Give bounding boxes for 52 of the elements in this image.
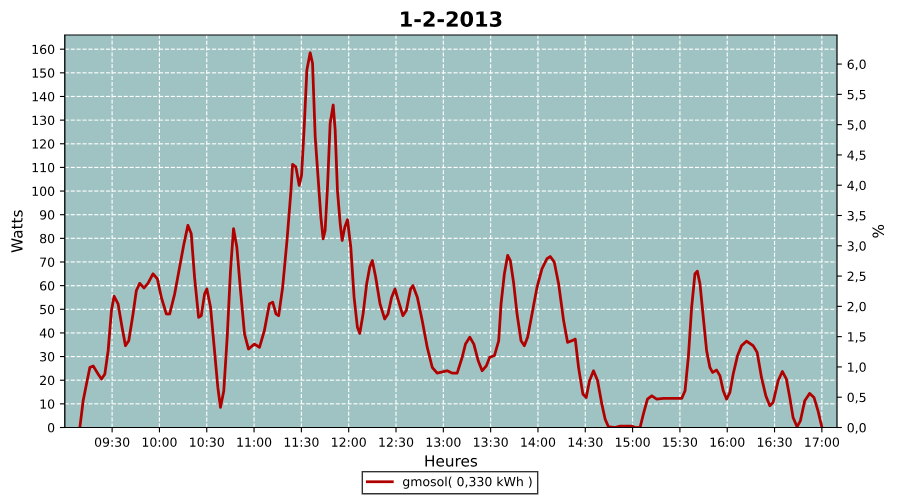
y2-axis-title: % [872,224,884,238]
y2-tick-label: 1,5 [848,332,866,343]
y-tick-label: 90 [40,210,54,220]
y2-tick-label: 3,0 [848,241,866,252]
y-axis-title: Watts [11,210,23,252]
x-tick-label: 12:30 [379,437,414,447]
x-tick-label: 09:30 [94,437,130,447]
y-tick-label: 0 [48,422,54,432]
x-tick-label: 11:30 [284,437,319,447]
x-tick-label: 16:30 [758,437,792,447]
y-tick-label: 150 [32,68,54,78]
y-tick-label: 120 [32,139,54,149]
x-tick-label: 17:00 [805,437,840,447]
x-axis-title: Heures [425,455,478,467]
y-tick-label: 30 [40,352,54,362]
x-tick-label: 15:30 [663,437,698,447]
x-tick-label: 14:00 [521,437,556,447]
y-tick-label: 80 [40,234,54,244]
x-tick-label: 11:00 [237,437,272,447]
x-tick-label: 16:00 [710,437,744,447]
y-tick-label: 110 [32,162,54,172]
y2-tick-label: 4,0 [847,180,866,192]
legend-label: gmosol( 0,330 kWh ) [403,476,532,489]
y2-tick-label: 3,5 [848,210,866,222]
y2-tick-label: 2,0 [848,302,866,313]
y-tick-label: 130 [32,116,54,126]
y2-tick-label: 4,5 [847,150,866,162]
y2-tick-label: 1,0 [848,362,866,374]
y2-tick-label: 0,0 [848,422,866,434]
y-tick-label: 50 [40,304,54,314]
y-tick-label: 70 [40,257,54,267]
x-tick-label: 15:00 [616,437,650,447]
x-tick-label: 12:00 [332,437,366,447]
y-tick-label: 60 [40,281,54,291]
x-tick-label: 10:00 [142,437,177,447]
y-tick-label: 100 [32,186,54,196]
y-tick-label: 160 [32,44,54,54]
y2-tick-label: 2,5 [848,272,866,282]
y2-tick-label: 5,0 [848,120,866,131]
y2-tick-label: 0,5 [848,392,866,404]
y-tick-label: 20 [40,376,54,386]
y2-tick-label: 6,0 [848,60,866,70]
chart-title: 1-2-2013 [401,11,502,27]
y-tick-label: 10 [40,399,54,409]
y2-tick-label: 5,5 [848,90,866,101]
x-tick-label: 13:30 [474,437,508,447]
y-tick-label: 140 [32,92,54,102]
x-tick-label: 13:00 [426,437,461,447]
x-tick-label: 10:30 [190,437,224,447]
y-tick-label: 40 [40,328,54,338]
x-tick-label: 14:30 [568,437,602,447]
line-series [78,51,824,428]
